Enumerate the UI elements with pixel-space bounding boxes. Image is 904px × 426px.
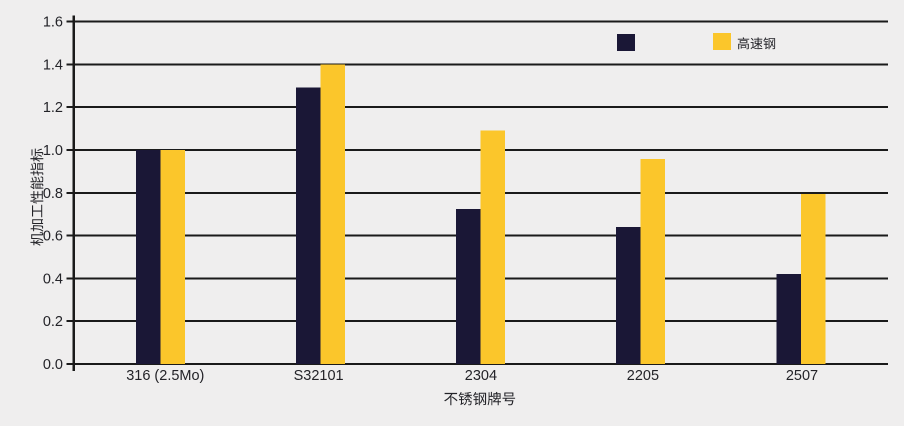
svg-text:1.6: 1.6 — [43, 15, 63, 31]
svg-text:2304: 2304 — [465, 368, 497, 384]
svg-text:1.0: 1.0 — [43, 143, 63, 159]
svg-text:0.0: 0.0 — [43, 357, 63, 373]
svg-text:S32101: S32101 — [294, 368, 344, 384]
svg-text:0.2: 0.2 — [43, 314, 63, 330]
svg-text:0.4: 0.4 — [43, 271, 63, 287]
svg-text:0.6: 0.6 — [43, 229, 63, 245]
svg-text:2507: 2507 — [786, 368, 818, 384]
svg-text:2205: 2205 — [627, 368, 659, 384]
svg-text:316 (2.5Mo): 316 (2.5Mo) — [126, 368, 204, 384]
svg-text:0.8: 0.8 — [43, 186, 63, 202]
svg-text:1.2: 1.2 — [43, 100, 63, 116]
svg-text:1.4: 1.4 — [43, 57, 63, 73]
